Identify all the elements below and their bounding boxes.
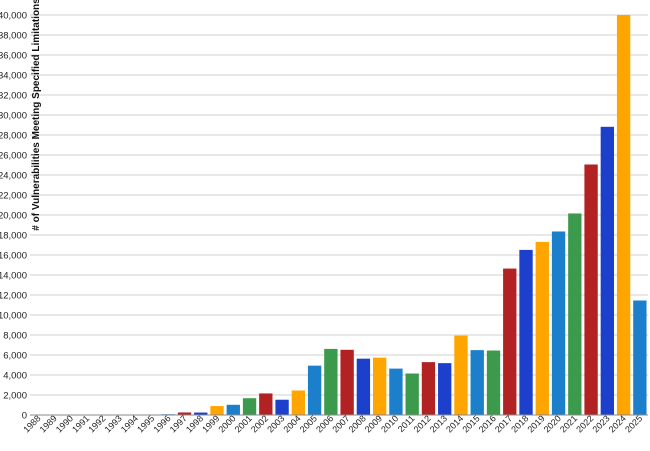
y-tick-label: 30,000 — [0, 111, 27, 122]
y-tick-label: 20,000 — [0, 211, 27, 222]
x-tick-label: 2024 — [607, 413, 628, 434]
bar-2012[interactable] — [421, 362, 436, 415]
bar-2013[interactable] — [438, 363, 452, 415]
bar-2006[interactable] — [324, 348, 338, 415]
y-tick-label: 28,000 — [0, 131, 27, 142]
x-tick-label: 2001 — [233, 413, 254, 434]
bar-1999[interactable] — [210, 406, 224, 415]
y-tick-label: 34,000 — [0, 71, 27, 82]
x-tick-label: 1999 — [200, 413, 221, 434]
x-tick-label: 1990 — [54, 413, 75, 434]
y-tick-label: 24,000 — [0, 171, 27, 182]
bar-2019[interactable] — [535, 241, 549, 415]
y-tick-label: 38,000 — [0, 31, 27, 42]
y-tick-label: 12,000 — [0, 291, 27, 302]
bar-2010[interactable] — [389, 368, 403, 415]
x-tick-label: 2018 — [509, 413, 530, 434]
bar-2016[interactable] — [486, 350, 501, 415]
y-tick-label: 8,000 — [3, 331, 27, 342]
x-tick-label: 2016 — [477, 413, 498, 434]
x-tick-label: 1997 — [168, 413, 189, 434]
x-tick-label: 2022 — [574, 413, 595, 434]
y-tick-label: 16,000 — [0, 251, 27, 262]
bar-2023[interactable] — [600, 126, 615, 415]
y-tick-label: 36,000 — [0, 51, 27, 62]
x-tick-label: 1995 — [135, 413, 156, 434]
x-tick-label: 2004 — [282, 413, 303, 434]
y-tick-label: 40,000 — [0, 11, 27, 22]
y-tick-labels: 0 2,000 4,000 6,000 8,000 10,000 12,000 14,000 1… — [0, 11, 27, 422]
y-tick-label: 18,000 — [0, 231, 27, 242]
x-tick-label: 2015 — [460, 413, 481, 434]
bar-2009[interactable] — [372, 357, 387, 415]
bar-2025[interactable] — [633, 300, 647, 416]
bar-2005[interactable] — [307, 365, 322, 415]
x-tick-label: 2009 — [363, 413, 384, 434]
x-tick-label: 2019 — [525, 413, 546, 434]
x-tick-label: 2014 — [444, 413, 465, 434]
bar-2002[interactable] — [259, 393, 273, 415]
bar-2022[interactable] — [584, 164, 598, 416]
bar-2008[interactable] — [356, 358, 371, 415]
bars-group — [31, 15, 647, 416]
x-tick-label: 2013 — [428, 413, 449, 434]
x-tick-label: 1994 — [119, 413, 140, 434]
x-tick-label: 1996 — [151, 413, 172, 434]
x-tick-label: 1993 — [103, 413, 124, 434]
x-tick-label: 2012 — [412, 413, 433, 434]
y-tick-label: 4,000 — [3, 371, 27, 382]
bar-2011[interactable] — [405, 373, 419, 416]
x-tick-label: 2008 — [347, 413, 368, 434]
bar-2020[interactable] — [551, 231, 566, 416]
x-tick-label: 2003 — [265, 413, 286, 434]
y-axis-title: # of Vulnerabilities Meeting Specified L… — [31, 0, 42, 231]
bar-2000[interactable] — [226, 404, 240, 415]
bar-2017[interactable] — [503, 268, 517, 415]
x-tick-label: 2002 — [249, 413, 270, 434]
bar-2004[interactable] — [291, 390, 306, 415]
bar-2007[interactable] — [340, 349, 354, 415]
y-tick-label: 14,000 — [0, 271, 27, 282]
bar-2014[interactable] — [454, 335, 468, 415]
x-tick-label: 2021 — [558, 413, 579, 434]
x-tick-label: 2011 — [396, 413, 417, 434]
bar-1998[interactable] — [194, 412, 208, 415]
y-tick-label: 26,000 — [0, 151, 27, 162]
x-tick-label: 1991 — [70, 413, 91, 434]
bar-2001[interactable] — [242, 398, 257, 415]
x-tick-label: 2007 — [330, 413, 351, 434]
gridlines — [30, 14, 648, 416]
bar-2015[interactable] — [470, 350, 484, 415]
bar-2018[interactable] — [519, 249, 533, 415]
y-tick-label: 0 — [22, 411, 27, 422]
bar-2003[interactable] — [275, 399, 289, 415]
y-tick-label: 2,000 — [3, 391, 27, 402]
x-tick-label: 2010 — [379, 413, 400, 434]
y-tick-label: 32,000 — [0, 91, 27, 102]
y-tick-label: 6,000 — [3, 351, 27, 362]
x-tick-label: 1998 — [184, 413, 205, 434]
bar-2024[interactable] — [616, 15, 631, 415]
y-tick-label: 22,000 — [0, 191, 27, 202]
x-tick-labels: 1988198919901991199219931994199519961997… — [21, 413, 644, 434]
x-tick-label: 2006 — [314, 413, 335, 434]
x-tick-label: 2017 — [493, 413, 514, 434]
x-tick-label: 2020 — [542, 413, 563, 434]
x-tick-label: 1992 — [86, 413, 107, 434]
x-tick-label: 2025 — [623, 413, 644, 434]
x-tick-label: 2005 — [298, 413, 319, 434]
x-tick-label: 1989 — [38, 413, 59, 434]
x-tick-label: 2023 — [591, 413, 612, 434]
x-tick-label: 2000 — [216, 413, 237, 434]
bar-1997[interactable] — [177, 412, 192, 415]
y-tick-label: 10,000 — [0, 311, 27, 322]
bar-2021[interactable] — [568, 213, 582, 415]
